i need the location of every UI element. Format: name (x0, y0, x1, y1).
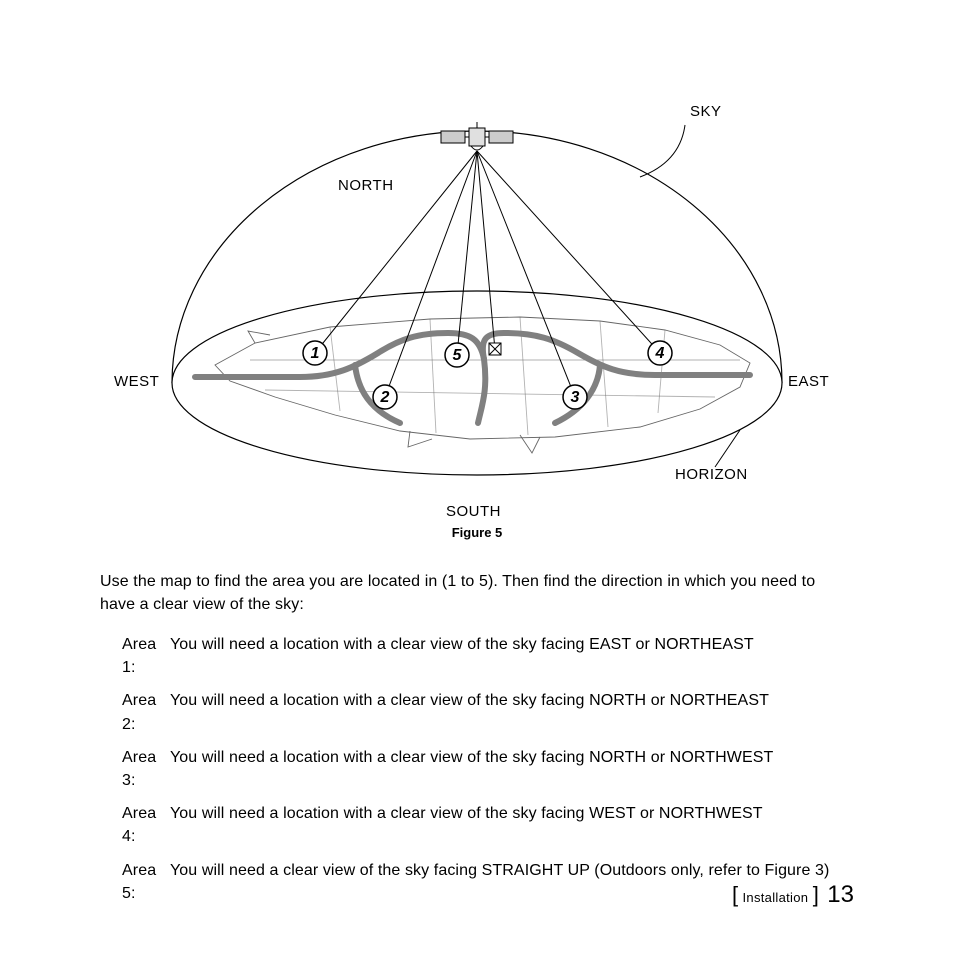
label-west: WEST (114, 373, 159, 390)
svg-text:3: 3 (571, 389, 580, 406)
label-sky: SKY (690, 103, 722, 120)
area-row: Area 3: You will need a location with a … (100, 746, 854, 792)
figure-5: 12534 SKY NORTH WEST EAST SOUTH HORIZON … (100, 105, 854, 545)
area-text: You will need a location with a clear vi… (170, 802, 854, 848)
label-horizon: HORIZON (675, 466, 748, 483)
svg-text:5: 5 (453, 347, 463, 364)
page-footer: [ Installation ] 13 (732, 881, 854, 909)
svg-text:2: 2 (380, 389, 390, 406)
area-row: Area 2: You will need a location with a … (100, 689, 854, 735)
intro-paragraph: Use the map to find the area you are loc… (100, 570, 854, 616)
area-text: You will need a location with a clear vi… (170, 633, 854, 679)
dome-diagram: 1 2 5 3 4 (100, 105, 854, 505)
label-north: NORTH (338, 177, 394, 194)
area-label: Area 5: (100, 859, 170, 905)
area-row: Area 4: You will need a location with a … (100, 802, 854, 848)
area-list: Area 1: You will need a location with a … (100, 633, 854, 915)
page: 12534 SKY NORTH WEST EAST SOUTH HORIZON … (0, 0, 954, 954)
svg-text:4: 4 (655, 345, 665, 362)
area-label: Area 3: (100, 746, 170, 792)
figure-caption: Figure 5 (100, 525, 854, 540)
area-text: You will need a location with a clear vi… (170, 746, 854, 792)
area-row: Area 1: You will need a location with a … (100, 633, 854, 679)
area-text: You will need a location with a clear vi… (170, 689, 854, 735)
label-east: EAST (788, 373, 829, 390)
label-south: SOUTH (446, 503, 501, 520)
page-number: 13 (827, 881, 854, 908)
area-label: Area 2: (100, 689, 170, 735)
svg-text:1: 1 (311, 345, 320, 362)
area-label: Area 4: (100, 802, 170, 848)
footer-section: Installation (743, 890, 809, 905)
area-label: Area 1: (100, 633, 170, 679)
